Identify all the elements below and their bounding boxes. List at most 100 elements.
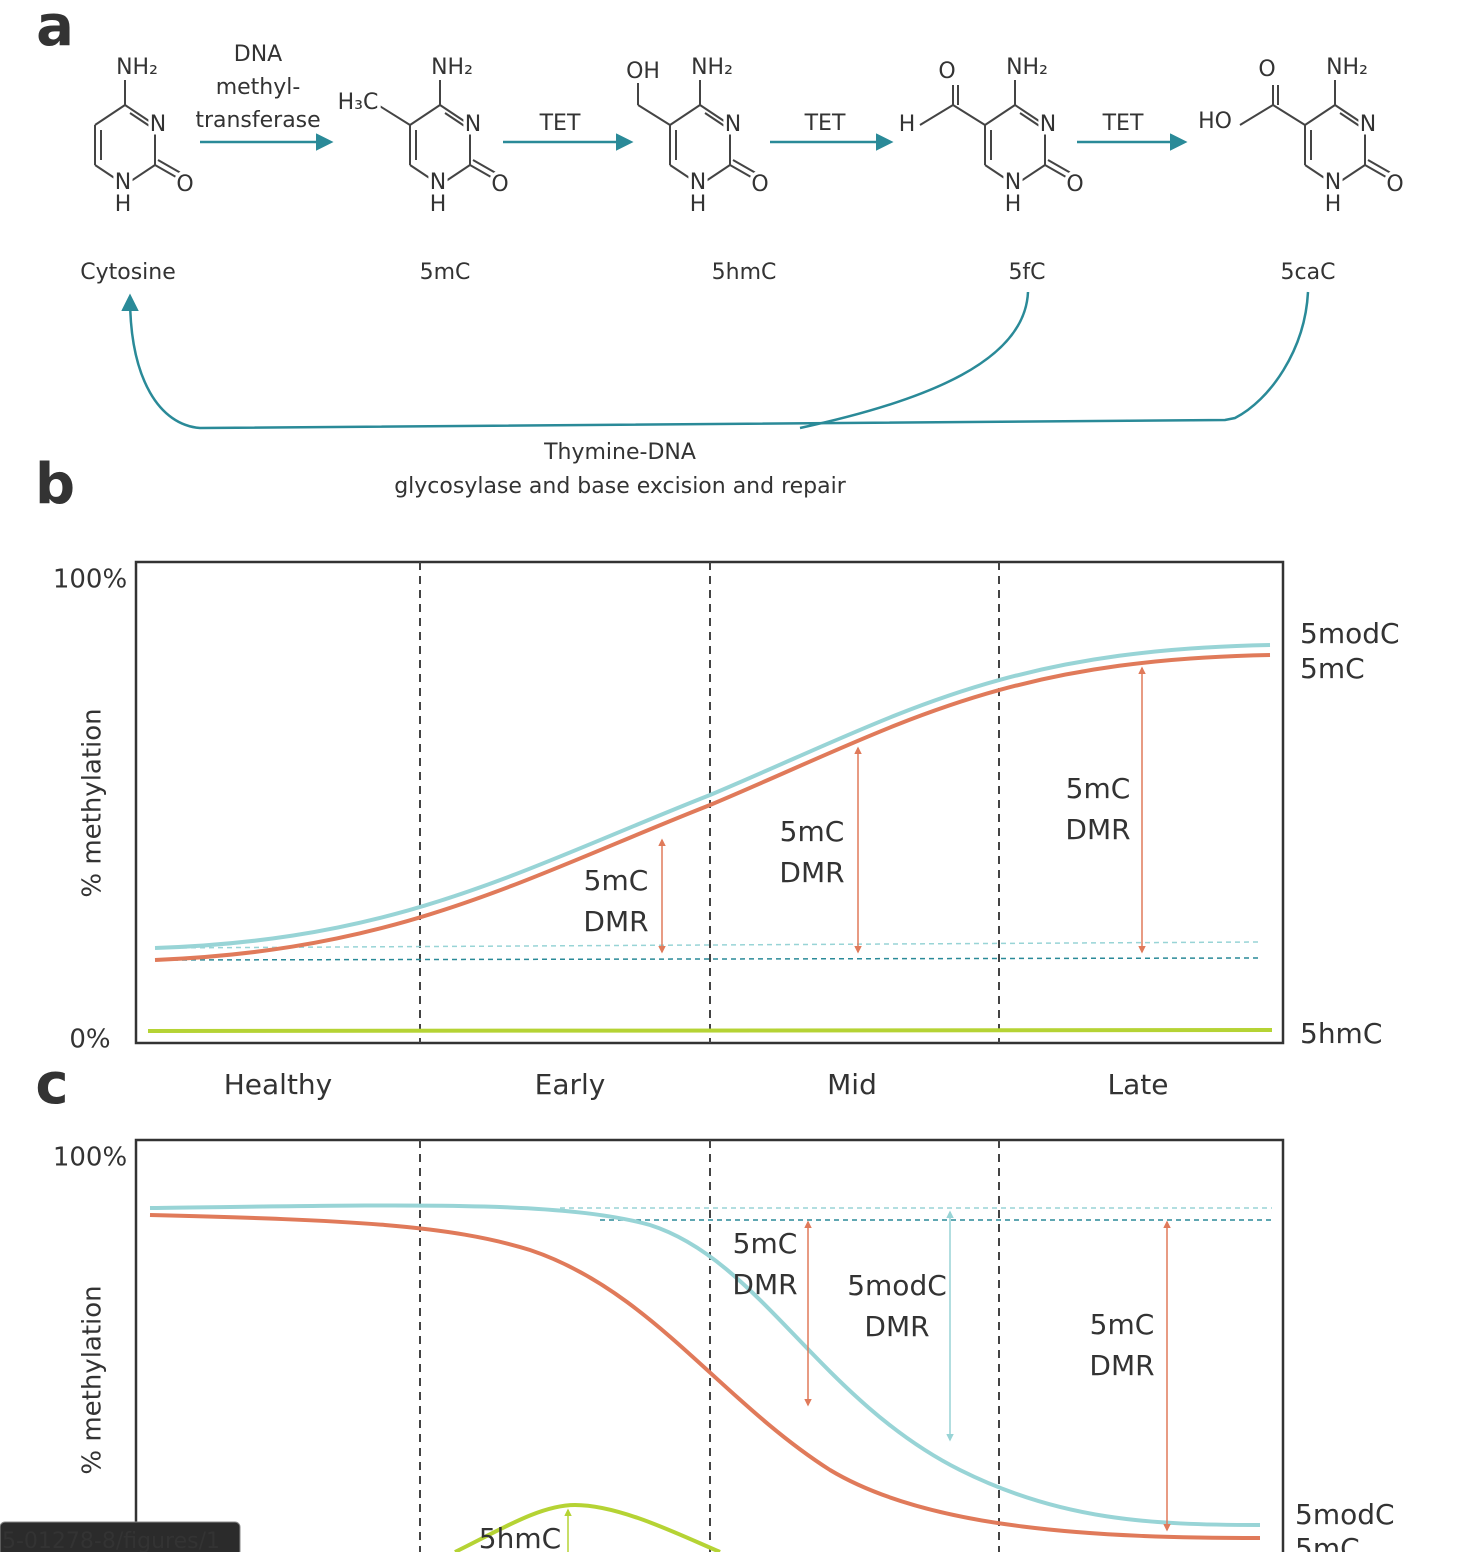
bond: [699, 164, 731, 186]
atom-label: N: [465, 112, 481, 137]
atom-label: N: [430, 170, 446, 195]
bond: [704, 112, 727, 128]
y-axis-label: % methylation: [78, 1285, 108, 1474]
atom-label: N: [115, 170, 131, 195]
bond: [439, 104, 471, 126]
atom-label: O: [1066, 172, 1083, 197]
bond: [1364, 164, 1394, 182]
atom-label: OH: [626, 59, 660, 84]
dmr-label: DMR: [864, 1310, 929, 1343]
panel-b: [134, 560, 1285, 1045]
y-tick-label: 100%: [53, 565, 127, 595]
dmr-label: 5mC: [584, 864, 649, 897]
molecule-name: 5hmC: [712, 260, 777, 285]
bond: [439, 164, 471, 186]
bond: [94, 164, 126, 186]
bond: [124, 104, 156, 126]
bond: [1014, 164, 1046, 186]
dmr-label: DMR: [779, 856, 844, 889]
molecule-name: 5fC: [1008, 260, 1045, 285]
atom-label: N: [1360, 112, 1376, 137]
bond: [154, 164, 184, 182]
atom-label: H: [899, 112, 916, 137]
bond: [1334, 104, 1366, 126]
atom-label: O: [491, 172, 508, 197]
bond: [732, 159, 762, 177]
y-tick-label: 100%: [53, 1143, 127, 1173]
molecule-name: 5caC: [1281, 260, 1336, 285]
atom-label: NH₂: [116, 55, 158, 80]
reaction-label: transferase: [195, 108, 320, 133]
reaction-label: TET: [804, 111, 846, 136]
atom-label: NH₂: [431, 55, 473, 80]
molecule: [1239, 80, 1397, 186]
stage-label: Late: [1108, 1068, 1169, 1101]
atom-label: N: [1040, 112, 1056, 137]
atom-label: H₃C: [338, 90, 379, 115]
bond: [1272, 104, 1306, 126]
molecule: [919, 80, 1077, 186]
atom-label: O: [1386, 172, 1403, 197]
line-label: 5modC: [1295, 1498, 1395, 1531]
bond: [952, 104, 986, 126]
atom-label: HO: [1198, 109, 1232, 134]
reaction-arrows: [121, 133, 1310, 430]
atom-label: N: [150, 112, 166, 137]
panel-c: [0, 1138, 1285, 1552]
dmr-label: DMR: [732, 1268, 797, 1301]
molecule: [94, 80, 187, 186]
url-tooltip: [0, 1521, 241, 1552]
bond: [444, 112, 467, 128]
line-label: 5mC: [1295, 1532, 1360, 1552]
dmr-label: 5modC: [847, 1269, 947, 1302]
bond: [129, 112, 152, 128]
bond: [94, 104, 126, 126]
reaction-label: TET: [539, 111, 581, 136]
bond: [729, 164, 759, 182]
atom-label: N: [690, 170, 706, 195]
bond: [1047, 159, 1077, 177]
atom-label: N: [725, 112, 741, 137]
bond: [157, 159, 187, 177]
bond: [984, 164, 1016, 186]
atom-label: O: [751, 172, 768, 197]
reaction-label: DNA: [234, 42, 282, 67]
bond: [472, 159, 502, 177]
repair-label: Thymine-DNA: [543, 440, 696, 465]
line-label: 5modC: [1300, 617, 1400, 650]
bond: [469, 164, 499, 182]
stage-label: Early: [535, 1068, 606, 1101]
bond: [409, 104, 441, 126]
atom-label: O: [176, 172, 193, 197]
bond: [409, 164, 441, 186]
atom-label: H: [1325, 192, 1342, 217]
bond: [669, 104, 701, 126]
atom-label: H: [115, 192, 132, 217]
atom-label: O: [1258, 57, 1275, 82]
atom-label: H: [1005, 192, 1022, 217]
bond: [919, 104, 954, 126]
atom-label: N: [1325, 170, 1341, 195]
molecule-name: 5mC: [420, 260, 471, 285]
dmr-label: 5mC: [780, 815, 845, 848]
bond: [984, 104, 1016, 126]
dmr-label: 5mC: [1090, 1308, 1155, 1341]
atom-label: H: [690, 192, 707, 217]
bond: [377, 104, 411, 126]
panel-label: b: [35, 452, 75, 517]
dmr-label: 5mC: [1066, 772, 1131, 805]
url-tooltip-text: 5-01278-8/figures/1: [2, 1529, 220, 1552]
panel-a: [94, 80, 1397, 430]
line-label: 5hmC: [1300, 1017, 1382, 1050]
atom-label: N: [1005, 170, 1021, 195]
bond: [1367, 159, 1397, 177]
bond: [1304, 104, 1336, 126]
stage-label: Healthy: [224, 1068, 333, 1101]
atom-label: H: [430, 192, 447, 217]
line-label: 5mC: [1300, 652, 1365, 685]
bond: [1014, 104, 1046, 126]
molecule: [637, 80, 762, 186]
panel-label: a: [36, 0, 74, 59]
